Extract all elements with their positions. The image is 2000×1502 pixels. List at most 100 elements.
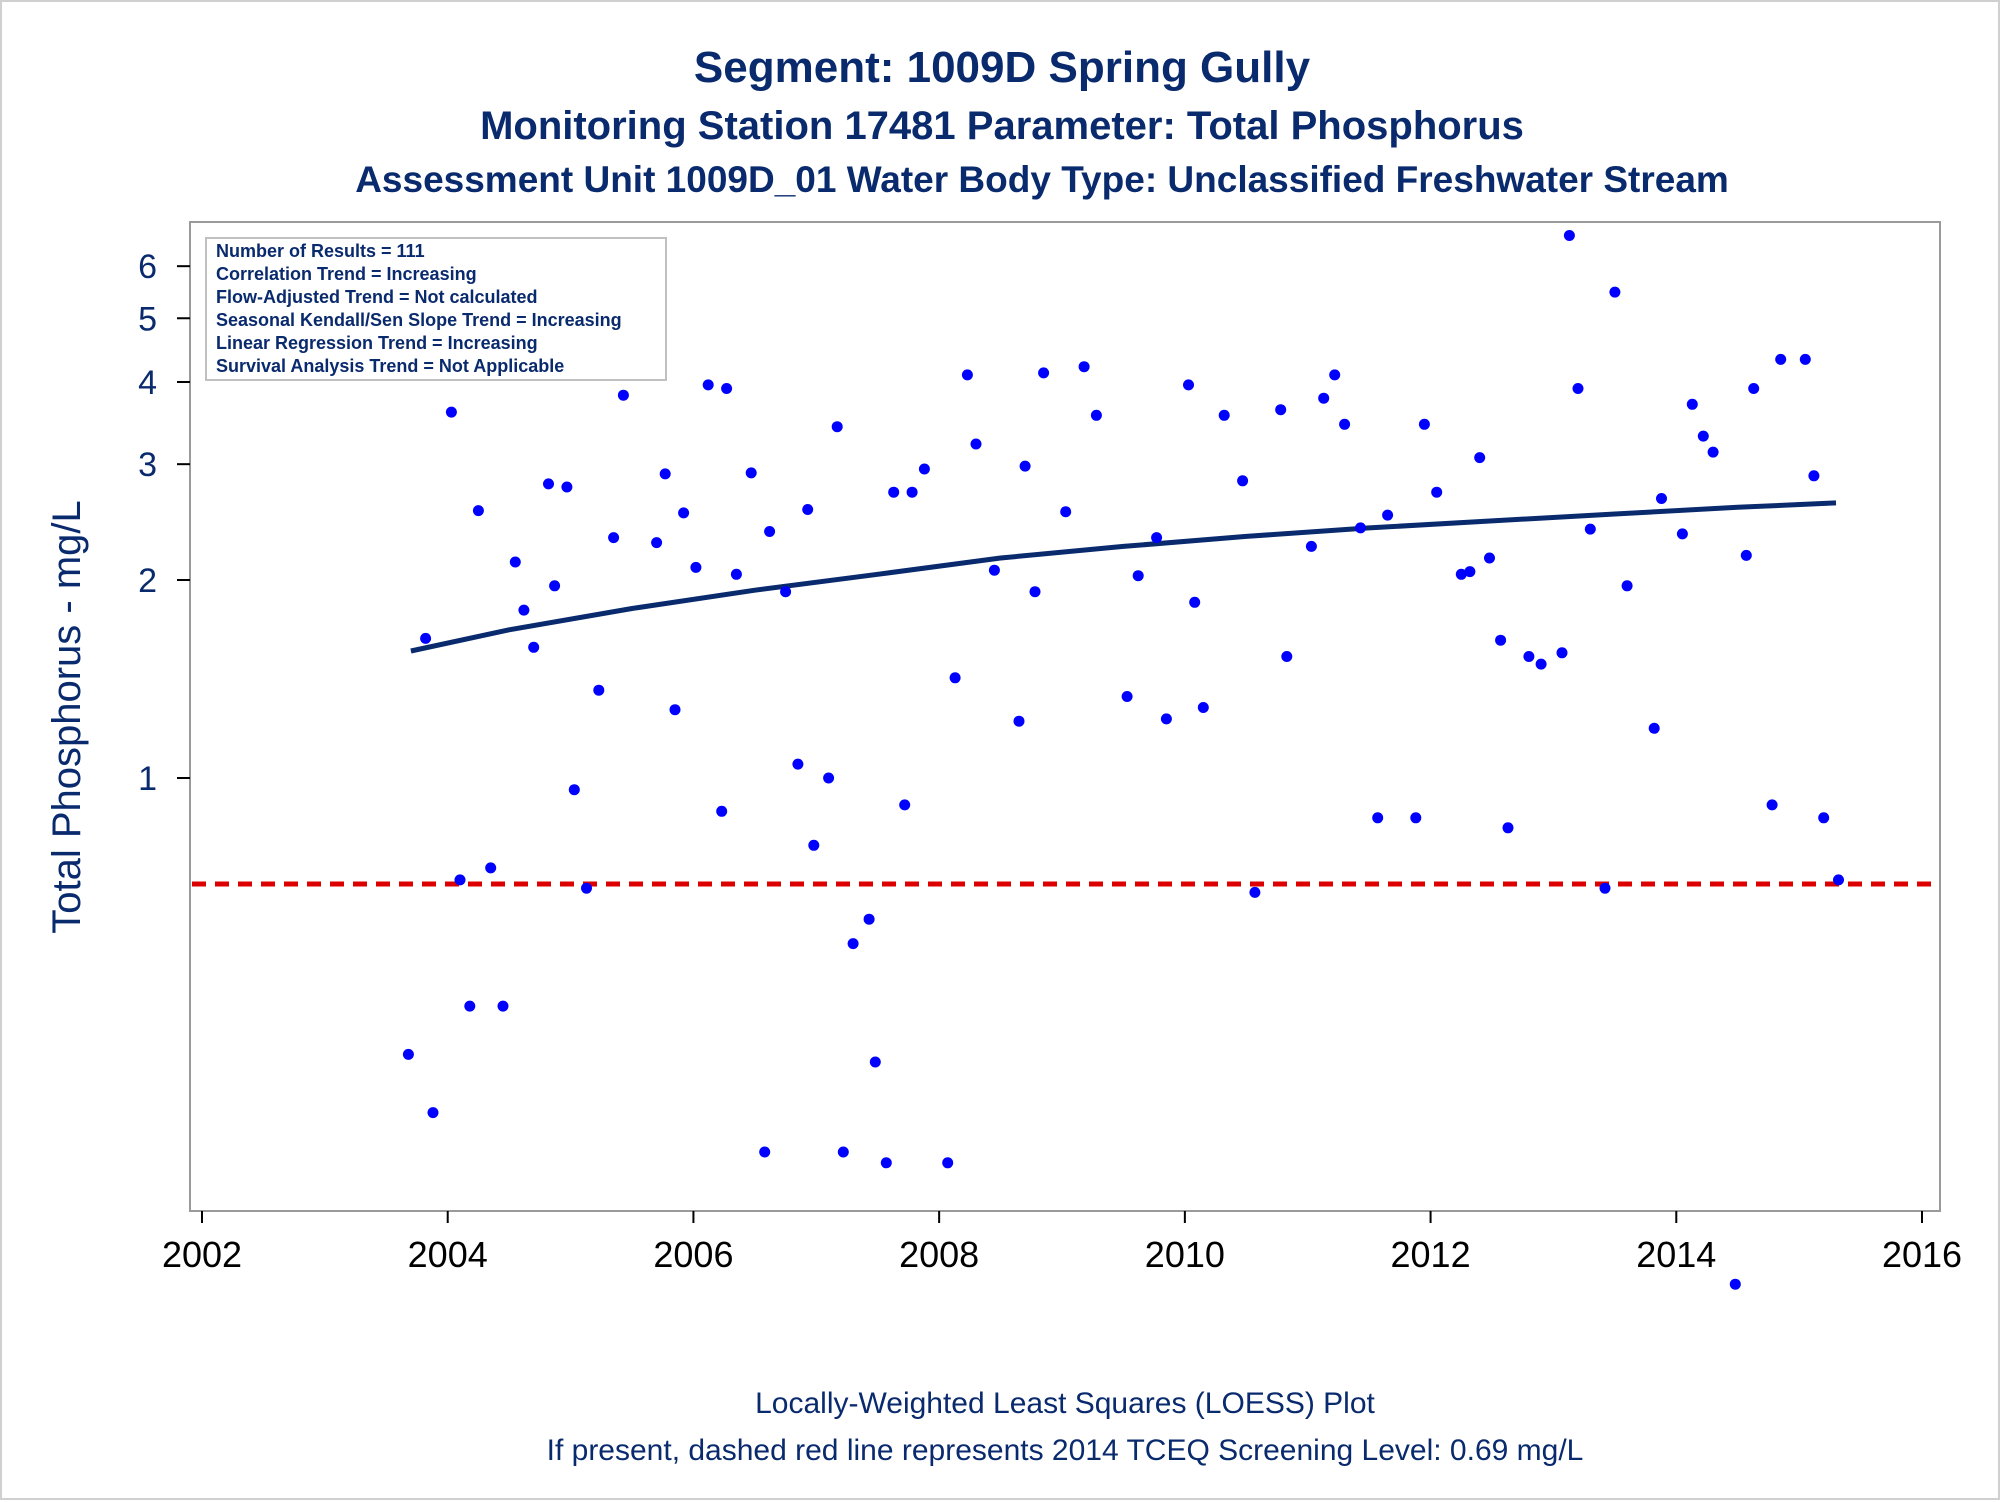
stats-box: Number of Results = 111 Correlation Tren…: [205, 237, 667, 381]
data-point: [780, 586, 792, 598]
data-point: [949, 672, 961, 684]
data-point: [1599, 882, 1611, 894]
data-point: [1833, 874, 1844, 886]
data-point: [869, 1056, 881, 1068]
data-point: [1818, 812, 1830, 824]
data-point: [1808, 470, 1820, 482]
data-point: [1740, 549, 1752, 561]
data-point: [792, 758, 804, 770]
data-point: [899, 799, 911, 811]
data-point: [1183, 379, 1194, 391]
data-point: [702, 379, 714, 391]
x-tick-label: 2016: [1882, 1234, 1962, 1275]
chart-subtitle: Monitoring Station 17481 Parameter: Tota…: [480, 104, 1524, 148]
data-point: [1151, 532, 1163, 544]
data-point: [690, 561, 702, 573]
data-point: [1648, 722, 1660, 734]
data-point: [1799, 353, 1811, 365]
data-point: [1281, 651, 1293, 662]
y-tick-label: 1: [138, 760, 157, 798]
data-point: [568, 784, 580, 796]
y-tick-label: 6: [138, 248, 157, 286]
data-point: [745, 467, 757, 479]
data-point: [1275, 404, 1287, 416]
data-point: [730, 568, 742, 580]
data-point: [970, 438, 982, 450]
data-point: [942, 1157, 954, 1169]
data-point: [1502, 822, 1514, 834]
data-point: [561, 481, 573, 493]
data-point: [808, 839, 820, 851]
data-point: [1019, 460, 1031, 472]
x-tick-label: 2008: [899, 1234, 979, 1275]
data-point: [1090, 409, 1102, 421]
data-point: [1729, 1278, 1741, 1290]
data-point: [831, 421, 843, 433]
data-point: [1609, 286, 1621, 298]
data-point: [1013, 715, 1025, 727]
data-point: [1078, 361, 1090, 373]
data-point: [1697, 430, 1709, 442]
data-point: [1121, 691, 1133, 702]
y-tick-label: 4: [138, 364, 157, 402]
x-tick-label: 2012: [1391, 1234, 1471, 1275]
chart-subtitle-2: Assessment Unit 1009D_01 Water Body Type…: [355, 159, 1729, 200]
data-point: [1686, 398, 1698, 410]
x-tick-label: 2002: [162, 1234, 242, 1275]
data-point: [445, 406, 457, 418]
data-point: [1748, 383, 1760, 394]
data-point: [1418, 418, 1430, 430]
data-point: [721, 383, 733, 394]
x-axis: 2002 2004 2006 2008 2010 2012 2014 2016: [162, 1211, 1962, 1275]
data-point: [1563, 230, 1575, 241]
data-point: [472, 505, 484, 517]
data-point: [608, 532, 620, 544]
plot-area-border: [189, 221, 1941, 1212]
x-tick-label: 2010: [1145, 1234, 1225, 1275]
data-point: [1197, 702, 1209, 713]
data-points: [402, 230, 1844, 1290]
data-point: [593, 684, 605, 696]
data-point: [1382, 509, 1394, 521]
caption-screening: If present, dashed red line represents 2…: [547, 1434, 1584, 1467]
data-point: [543, 478, 554, 490]
data-point: [1775, 353, 1787, 365]
y-tick-label: 3: [138, 446, 157, 484]
data-point: [823, 772, 835, 784]
data-point: [1189, 596, 1201, 608]
x-tick-label: 2004: [408, 1234, 488, 1275]
stats-line: Number of Results = 111: [216, 241, 425, 261]
data-point: [759, 1146, 771, 1158]
data-point: [1160, 713, 1172, 725]
data-point: [1474, 452, 1486, 464]
stats-line: Seasonal Kendall/Sen Slope Trend = Incre…: [216, 310, 622, 330]
data-point: [1656, 493, 1667, 504]
data-point: [1038, 367, 1050, 379]
data-point: [716, 805, 728, 817]
chart-title: Segment: 1009D Spring Gully: [694, 43, 1311, 92]
data-point: [1410, 812, 1422, 824]
data-point: [420, 632, 432, 644]
data-point: [427, 1107, 439, 1119]
data-point: [1535, 658, 1547, 670]
data-point: [1431, 486, 1443, 498]
data-point: [1305, 540, 1317, 552]
data-point: [454, 874, 466, 886]
data-point: [888, 486, 900, 498]
data-point: [1029, 586, 1041, 598]
stats-box-border: [205, 237, 667, 381]
data-point: [485, 862, 497, 874]
data-point: [1523, 651, 1535, 662]
y-tick-label: 5: [138, 300, 157, 338]
data-point: [1132, 570, 1144, 582]
data-point: [678, 507, 690, 519]
stats-line: Linear Regression Trend = Increasing: [216, 333, 538, 353]
data-point: [906, 486, 918, 498]
data-point: [1455, 568, 1467, 580]
data-point: [1464, 566, 1476, 578]
data-point: [1237, 475, 1249, 487]
data-point: [802, 504, 814, 515]
data-point: [961, 369, 973, 381]
